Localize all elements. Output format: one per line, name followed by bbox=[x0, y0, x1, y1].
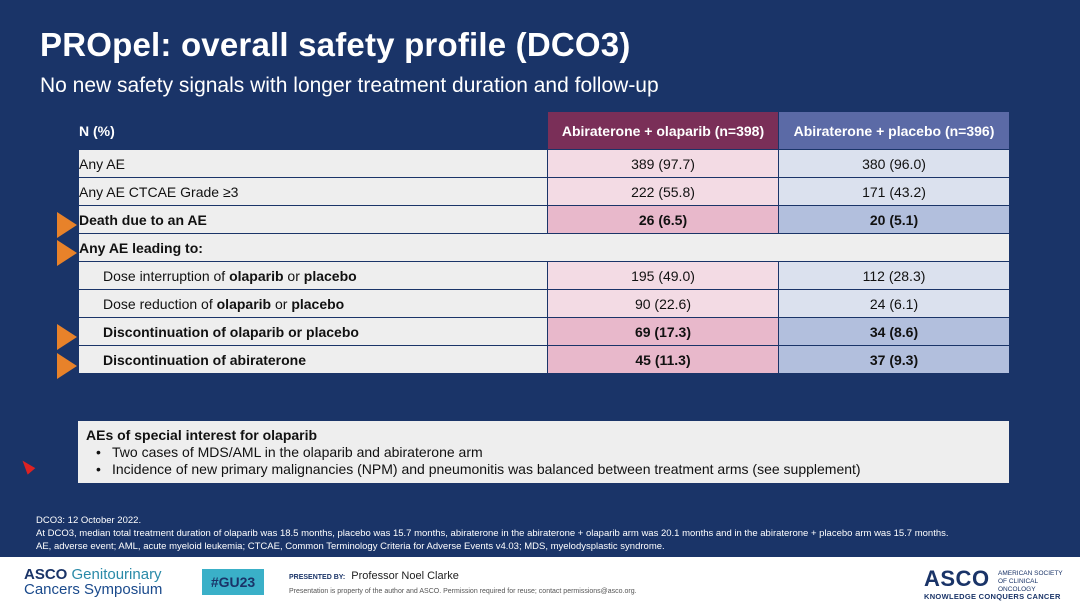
slide: PROpel: overall safety profile (DCO3) No… bbox=[0, 0, 1080, 557]
table-row: Any AE CTCAE Grade ≥3 222 (55.8) 171 (43… bbox=[78, 177, 1010, 206]
asco-logo: ASCO AMERICAN SOCIETY OF CLINICAL ONCOLO… bbox=[924, 566, 1063, 601]
olaparib-value: 90 (22.6) bbox=[547, 289, 779, 318]
safety-table: N (%) Abiraterone + olaparib (n=398) Abi… bbox=[78, 111, 1010, 374]
olaparib-value: 69 (17.3) bbox=[547, 317, 779, 346]
aesi-heading: AEs of special interest for olaparib bbox=[86, 427, 318, 443]
row-label: Discontinuation of abiraterone bbox=[78, 345, 548, 374]
header-n-percent: N (%) bbox=[78, 111, 548, 150]
table-header-row: N (%) Abiraterone + olaparib (n=398) Abi… bbox=[78, 111, 1010, 150]
row-label: Dose interruption of olaparib or placebo bbox=[78, 261, 548, 290]
bullet-icon: • bbox=[96, 461, 101, 477]
header-placebo-arm: Abiraterone + placebo (n=396) bbox=[778, 111, 1010, 150]
row-label: Death due to an AE bbox=[78, 205, 548, 234]
asco-gu-logo: ASCO Genitourinary Cancers Symposium bbox=[24, 566, 163, 598]
slide-title: PROpel: overall safety profile (DCO3) bbox=[40, 26, 631, 63]
hashtag-badge: #GU23 bbox=[202, 569, 264, 595]
olaparib-value: 222 (55.8) bbox=[547, 177, 779, 206]
row-label: Any AE bbox=[78, 149, 548, 178]
highlight-arrow-icon bbox=[57, 212, 77, 238]
table-row: Dose interruption of olaparib or placebo… bbox=[78, 261, 1010, 290]
olaparib-value: 195 (49.0) bbox=[547, 261, 779, 290]
highlight-arrow-icon bbox=[57, 240, 77, 266]
highlight-arrow-icon bbox=[57, 353, 77, 379]
placebo-value: 37 (9.3) bbox=[778, 345, 1010, 374]
highlight-arrow-icon bbox=[57, 324, 77, 350]
property-notice: Presentation is property of the author a… bbox=[289, 588, 637, 595]
table-row: Death due to an AE 26 (6.5) 20 (5.1) bbox=[78, 205, 1010, 234]
placebo-value: 112 (28.3) bbox=[778, 261, 1010, 290]
placebo-value: 20 (5.1) bbox=[778, 205, 1010, 234]
placebo-value: 171 (43.2) bbox=[778, 177, 1010, 206]
olaparib-value: 45 (11.3) bbox=[547, 345, 779, 374]
list-item: • Incidence of new primary malignancies (… bbox=[96, 461, 861, 477]
footnote: At DCO3, median total treatment duration… bbox=[36, 528, 949, 539]
placebo-value: 380 (96.0) bbox=[778, 149, 1010, 178]
slide-subtitle: No new safety signals with longer treatm… bbox=[40, 74, 659, 97]
header-olaparib-arm: Abiraterone + olaparib (n=398) bbox=[547, 111, 779, 150]
footnote: DCO3: 12 October 2022. bbox=[36, 515, 142, 526]
footnotes: DCO3: 12 October 2022. At DCO3, median t… bbox=[36, 514, 949, 553]
placebo-value: 24 (6.1) bbox=[778, 289, 1010, 318]
list-item: • Two cases of MDS/AML in the olaparib an… bbox=[96, 444, 483, 460]
table-row: Discontinuation of abiraterone 45 (11.3)… bbox=[78, 345, 1010, 374]
aesi-box: AEs of special interest for olaparib • Tw… bbox=[78, 421, 1009, 483]
table-row: Dose reduction of olaparib or placebo 90… bbox=[78, 289, 1010, 318]
row-label: Dose reduction of olaparib or placebo bbox=[78, 289, 548, 318]
presenter: PRESENTED BY: Professor Noel Clarke bbox=[289, 570, 459, 582]
footer-bar: ASCO Genitourinary Cancers Symposium #GU… bbox=[0, 557, 1080, 604]
row-label: Discontinuation of olaparib or placebo bbox=[78, 317, 548, 346]
bullet-icon: • bbox=[96, 444, 101, 460]
row-label: Any AE CTCAE Grade ≥3 bbox=[78, 177, 548, 206]
table-row: Any AE leading to: bbox=[78, 233, 1010, 262]
olaparib-value: 26 (6.5) bbox=[547, 205, 779, 234]
footnote: AE, adverse event; AML, acute myeloid le… bbox=[36, 541, 665, 552]
row-section-label: Any AE leading to: bbox=[78, 233, 1010, 262]
olaparib-value: 389 (97.7) bbox=[547, 149, 779, 178]
table-row: Discontinuation of olaparib or placebo 6… bbox=[78, 317, 1010, 346]
placebo-value: 34 (8.6) bbox=[778, 317, 1010, 346]
table-row: Any AE 389 (97.7) 380 (96.0) bbox=[78, 149, 1010, 178]
pointer-cursor-icon bbox=[18, 457, 36, 475]
